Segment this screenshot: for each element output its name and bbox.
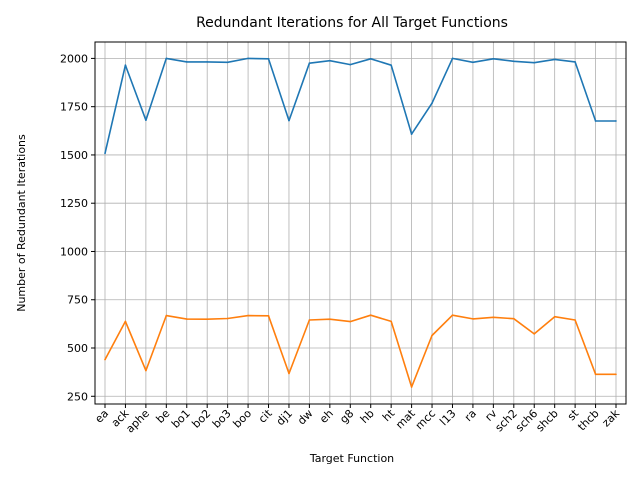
- x-tick-label: shcb: [533, 407, 560, 434]
- series-1-point: [308, 62, 311, 65]
- y-tick-label: 750: [67, 294, 88, 307]
- series-1-point: [226, 61, 229, 64]
- y-tick-label: 1250: [60, 197, 88, 210]
- series-1-point: [533, 61, 536, 64]
- series-1-point: [492, 57, 495, 60]
- series-1-point: [329, 59, 331, 62]
- x-tick-label: mat: [393, 406, 418, 431]
- series-1-point: [472, 61, 474, 64]
- series-1-point: [145, 119, 147, 121]
- series-1-point: [165, 57, 168, 60]
- series-1-point: [513, 60, 515, 63]
- series-2-point: [594, 373, 597, 376]
- grid: [95, 42, 626, 404]
- x-tick-label: boo: [231, 407, 255, 431]
- series-1-point: [288, 119, 290, 122]
- series-2-point: [329, 318, 331, 321]
- series-2-point: [390, 320, 392, 323]
- series-1-point: [124, 64, 127, 66]
- x-axis-label: Target Function: [309, 452, 394, 465]
- x-tick-label: dj1: [274, 407, 295, 428]
- series-1-point: [574, 61, 576, 63]
- series-2-point: [615, 373, 617, 376]
- series-1-point: [104, 152, 106, 155]
- series-2-point: [165, 314, 168, 317]
- x-tick-label: sch6: [513, 407, 540, 434]
- series-2-point: [451, 314, 454, 316]
- x-tick-label: ea: [92, 407, 111, 426]
- series-line-1: [104, 57, 616, 154]
- y-axis: 250 500 750 1000 1250 1500 1750 2000: [60, 52, 95, 403]
- series-1-point: [410, 133, 413, 135]
- series-1-point: [615, 120, 617, 122]
- series-2-point: [104, 358, 106, 361]
- y-tick-label: 1500: [60, 149, 88, 162]
- x-tick-label: cit: [256, 406, 275, 425]
- series-2-point: [513, 317, 515, 320]
- series-2-point: [288, 372, 290, 375]
- x-tick-label: aphe: [123, 407, 152, 436]
- series-2-point: [533, 333, 536, 335]
- y-tick-label: 250: [67, 390, 88, 403]
- series-2-point: [349, 320, 352, 323]
- x-tick-label: ra: [462, 407, 479, 424]
- x-tick-label: zak: [600, 406, 623, 429]
- series-2-point: [267, 314, 270, 317]
- y-axis-label: Number of Redundant Iterations: [15, 134, 28, 312]
- series-2-point: [431, 334, 433, 337]
- series-1-point: [206, 61, 208, 63]
- y-tick-label: 1000: [60, 245, 88, 258]
- x-tick-label: eh: [317, 407, 336, 426]
- series-2-point: [206, 318, 208, 321]
- series-2-point: [247, 314, 249, 317]
- series-2-point: [492, 316, 495, 319]
- series-2-point: [369, 314, 372, 316]
- series-1-point: [247, 57, 249, 60]
- series-2-point: [145, 369, 147, 372]
- series-2-point: [226, 317, 229, 320]
- series-1-point: [267, 57, 270, 60]
- y-tick-label: 500: [67, 342, 88, 355]
- x-tick-label: bo1: [169, 407, 193, 431]
- series-line-2: [104, 314, 616, 388]
- series-2-point: [410, 386, 413, 388]
- series-1-point: [349, 63, 352, 66]
- series-2-point: [185, 318, 188, 320]
- series-layer: [104, 57, 617, 388]
- series-2-point: [553, 315, 556, 318]
- x-tick-label: sch2: [493, 407, 520, 434]
- series-1-point: [594, 120, 597, 122]
- x-tick-label: hb: [358, 407, 377, 426]
- series-1-point: [369, 57, 372, 60]
- x-tick-label: bo2: [189, 407, 213, 431]
- series-2-point: [308, 319, 311, 321]
- x-tick-label: g8: [337, 407, 356, 426]
- x-tick-label: dw: [295, 407, 315, 427]
- plot-frame: [94, 41, 627, 405]
- chart-title: Redundant Iterations for All Target Func…: [196, 15, 508, 31]
- x-tick-label: l13: [437, 407, 458, 428]
- series-2-point: [472, 318, 474, 320]
- x-tick-label: mcc: [413, 407, 438, 432]
- series-2-point: [124, 320, 127, 323]
- series-1-point: [390, 64, 392, 66]
- series-1-point: [553, 58, 556, 61]
- series-1-point: [451, 57, 454, 60]
- series-1-point: [431, 102, 433, 105]
- series-2-point: [574, 319, 576, 321]
- series-1-point: [185, 61, 188, 63]
- x-tick-label: bo3: [210, 407, 234, 431]
- x-tick-label: thcb: [575, 407, 601, 433]
- y-tick-label: 2000: [60, 52, 88, 65]
- y-tick-label: 1750: [60, 101, 88, 114]
